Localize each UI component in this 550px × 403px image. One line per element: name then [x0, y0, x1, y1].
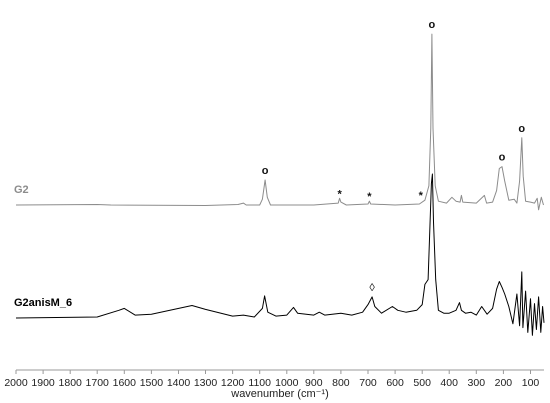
x-tick-label-10: 1000 — [275, 377, 299, 389]
x-tick-label-13: 700 — [359, 377, 377, 389]
x-tick-label-0: 2000 — [4, 377, 28, 389]
x-tick-label-16: 400 — [440, 377, 458, 389]
peak-marker-4: * — [337, 188, 342, 200]
series-label-1: G2anisM_6 — [14, 297, 72, 309]
x-tick-label-5: 1500 — [140, 377, 164, 389]
x-tick-label-15: 500 — [413, 377, 431, 389]
x-tick-label-12: 800 — [332, 377, 350, 389]
x-axis-title: wavenumber (cm⁻¹) — [230, 388, 329, 400]
x-tick-label-4: 1600 — [113, 377, 137, 389]
x-tick-label-17: 300 — [468, 377, 486, 389]
peak-marker-1: o — [262, 165, 269, 177]
x-tick-label-9: 1100 — [248, 377, 271, 389]
series-line-g2anism-6 — [15, 173, 545, 336]
x-tick-label-11: 900 — [305, 377, 323, 389]
x-tick-label-6: 1400 — [167, 377, 191, 389]
x-tick-label-7: 1300 — [194, 377, 218, 389]
peak-marker-2: o — [499, 152, 506, 164]
x-axis-ticks: 2000 1900 1800 1700 1600 1500 1400 1300 1200 1100… — [4, 370, 539, 389]
x-tick-label-19: 100 — [522, 377, 540, 389]
x-tick-label-8: 1200 — [221, 377, 245, 389]
peak-marker-6: * — [419, 190, 424, 202]
x-tick-label-18: 200 — [495, 377, 513, 389]
plot-area: G2 G2anisM_6 o o o o * * * ◊ — [14, 19, 545, 336]
series-line-g2 — [15, 33, 544, 211]
peak-marker-5: * — [367, 191, 372, 203]
x-tick-label-3: 1700 — [86, 377, 110, 389]
peak-marker-7: ◊ — [369, 282, 375, 294]
series-label-0: G2 — [14, 184, 29, 196]
x-tick-label-14: 600 — [386, 377, 404, 389]
x-tick-label-1: 1900 — [31, 377, 55, 389]
peak-marker-0: o — [429, 19, 436, 31]
peak-marker-3: o — [518, 123, 525, 135]
x-tick-label-2: 1800 — [59, 377, 83, 389]
